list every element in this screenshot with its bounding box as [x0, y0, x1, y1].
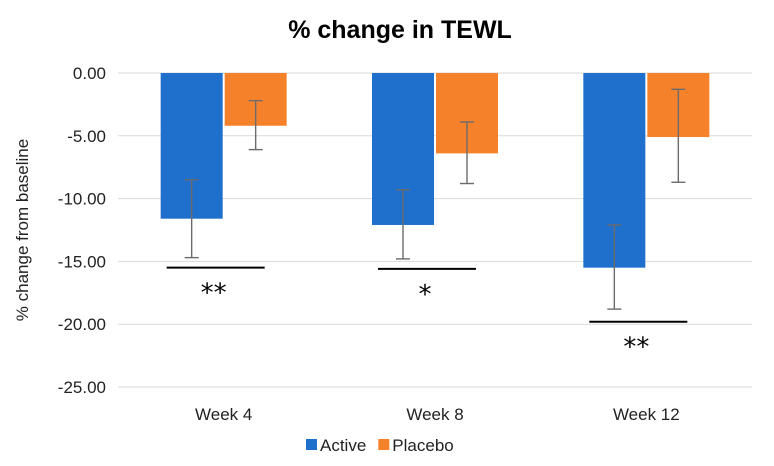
legend-swatch-active — [306, 439, 317, 450]
chart-title: % change in TEWL — [288, 16, 512, 44]
legend-label-active: Active — [320, 436, 366, 455]
legend: Active Placebo — [306, 436, 454, 455]
x-tick-label: Week 12 — [613, 405, 680, 424]
y-tick-label: -20.00 — [58, 315, 106, 334]
y-axis-label: % change from baseline — [13, 139, 32, 321]
legend-label-placebo: Placebo — [392, 436, 453, 455]
x-tick-label: Week 4 — [195, 405, 252, 424]
bars — [160, 73, 710, 268]
significance-marker: ** — [201, 279, 227, 309]
y-tick-label: -15.00 — [58, 252, 106, 271]
legend-swatch-placebo — [378, 439, 390, 450]
x-axis-ticks: Week 4 Week 8 Week 12 — [195, 405, 680, 424]
y-tick-label: -5.00 — [67, 127, 106, 146]
error-bars — [184, 88, 686, 310]
y-tick-label: 0.00 — [73, 64, 106, 83]
y-tick-label: -25.00 — [58, 378, 106, 397]
significance-annotations: ** *** — [166, 266, 688, 363]
y-tick-label: -10.00 — [58, 190, 106, 209]
x-tick-label: Week 8 — [406, 405, 463, 424]
significance-marker: * — [419, 280, 432, 310]
significance-marker: ** — [623, 333, 649, 363]
y-axis-ticks: 0.00 -5.00 -10.00 -15.00 -20.00 -25.00 — [58, 64, 106, 397]
gridlines — [118, 72, 752, 388]
